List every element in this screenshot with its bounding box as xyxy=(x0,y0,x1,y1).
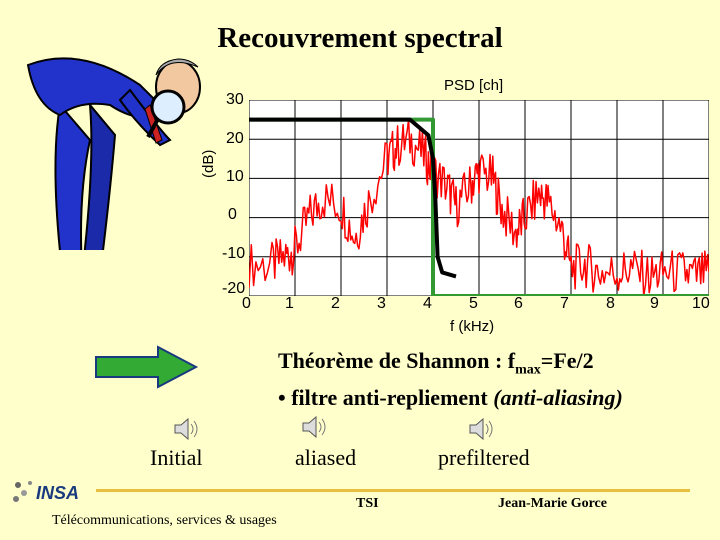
speaker-icon[interactable] xyxy=(467,416,495,442)
insa-logo: INSA xyxy=(10,473,88,509)
audio-label-initial[interactable]: Initial xyxy=(150,445,203,470)
y-tick: 0 xyxy=(228,206,237,223)
theorem-line-1: Théorème de Shannon : fmax=Fe/2 xyxy=(278,348,594,378)
x-tick: 0 xyxy=(242,295,251,312)
x-tick: 8 xyxy=(606,295,615,312)
theorem-text: Théorème de Shannon : fmax=Fe/2 • filtre… xyxy=(278,347,623,412)
footer-line xyxy=(96,489,690,492)
audio-label-aliased[interactable]: aliased xyxy=(295,445,357,470)
x-tick: 6 xyxy=(514,295,523,312)
x-tick: 1 xyxy=(285,295,294,312)
x-axis-label: f (kHz) xyxy=(450,318,495,335)
page-title: Recouvrement spectral xyxy=(217,22,503,54)
y-tick: -10 xyxy=(222,245,246,262)
x-tick: 3 xyxy=(377,295,386,312)
x-tick: 5 xyxy=(469,295,478,312)
speaker-icon[interactable] xyxy=(172,416,200,442)
psd-chart xyxy=(249,100,709,296)
y-tick: -20 xyxy=(222,280,246,297)
y-axis-label: (dB) xyxy=(200,149,217,178)
footer-author: Jean-Marie Gorce xyxy=(498,496,607,511)
chart-title: PSD [ch] xyxy=(444,77,504,94)
y-tick: 20 xyxy=(226,130,244,147)
chart-series xyxy=(249,117,709,296)
x-tick: 10 xyxy=(692,295,710,312)
theorem-line-2: • filtre anti-repliement (anti-aliasing) xyxy=(278,385,623,411)
footer-center: TSI xyxy=(356,496,379,511)
y-tick: 10 xyxy=(226,168,244,185)
x-tick: 2 xyxy=(331,295,340,312)
insa-logo-text: INSA xyxy=(36,483,79,503)
audio-label-prefiltered[interactable]: prefiltered xyxy=(438,445,530,470)
x-tick: 4 xyxy=(423,295,432,312)
x-tick: 7 xyxy=(560,295,569,312)
series-noise xyxy=(249,118,709,296)
series-filter xyxy=(249,117,457,279)
speaker-icon[interactable] xyxy=(300,414,328,440)
y-tick: 30 xyxy=(226,91,244,108)
detective-figure xyxy=(26,57,201,250)
footer-tagline: Télécommunications, services & usages xyxy=(52,513,277,528)
arrow-right-icon xyxy=(95,345,199,389)
x-tick: 9 xyxy=(650,295,659,312)
